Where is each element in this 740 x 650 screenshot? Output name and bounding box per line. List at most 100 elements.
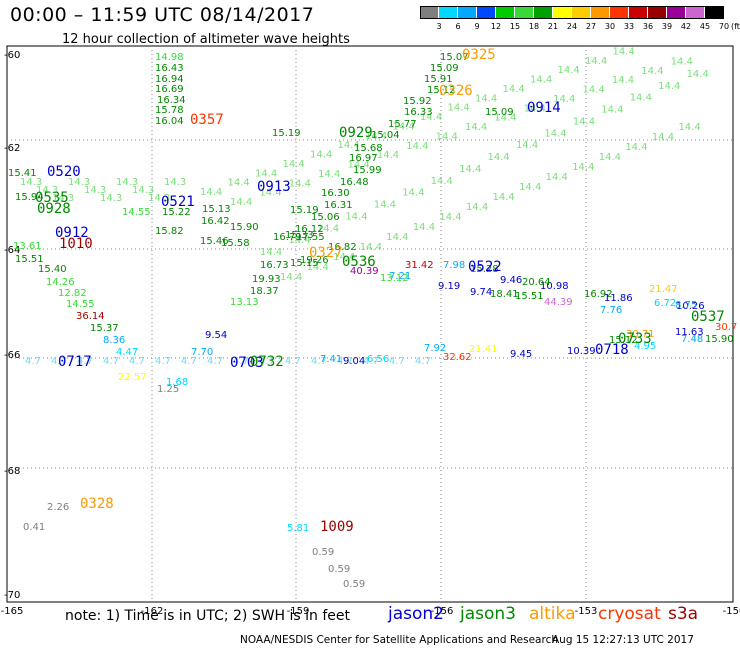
wave-height-value: 9.45 [510, 349, 532, 360]
pass-time-label: 0520 [47, 164, 81, 180]
wave-height-value: 15.78 [155, 105, 184, 116]
track-value-faint: 14.4 [307, 262, 329, 273]
pass-time-label: 0928 [37, 201, 71, 217]
track-value-faint: 14.4 [439, 212, 461, 223]
satellite-legend-cryosat: cryosat [598, 604, 661, 624]
wave-height-value: 11.63 [675, 327, 704, 338]
wave-height-value: 15.19 [290, 205, 319, 216]
wave-height-value: 15.04 [371, 130, 400, 141]
wave-height-value: 16.42 [201, 216, 230, 227]
track-value-faint: 4.7 [415, 356, 431, 367]
wave-height-value: 16.48 [340, 177, 369, 188]
lon-axis-label: -162 [141, 606, 164, 617]
map-frame [6, 45, 734, 603]
color-scale-swatch [572, 6, 590, 19]
pass-time-label: 0718 [595, 342, 629, 358]
wave-height-value: 15.37 [90, 323, 119, 334]
wave-height-value: 15.06 [311, 212, 340, 223]
pass-time-label: 0717 [58, 354, 92, 370]
wave-height-value: 15.90 [230, 222, 259, 233]
track-value-faint: 14.4 [459, 164, 481, 175]
track-value-faint: 14.4 [280, 272, 302, 283]
track-value-faint: 14.4 [573, 116, 595, 127]
wave-height-value: 0.59 [343, 579, 365, 590]
track-value-faint: 14.4 [200, 187, 222, 198]
pass-time-label: 0325 [462, 47, 496, 63]
wave-height-value: 4.47 [116, 347, 138, 358]
lon-axis-label: -156 [431, 606, 454, 617]
wave-height-value: 13.61 [13, 241, 42, 252]
track-value-faint: 14.4 [583, 85, 605, 96]
footer-note: note: 1) Time is in UTC; 2) SWH is in fe… [65, 608, 351, 624]
pass-time-label: 0914 [527, 100, 561, 116]
lon-axis-label: -159 [287, 606, 310, 617]
wave-height-value: 2.26 [47, 502, 69, 513]
wave-height-value: 15.82 [155, 226, 184, 237]
track-value-faint: 14.4 [413, 222, 435, 233]
track-value-faint: 14.4 [524, 103, 546, 114]
track-value-faint: 14.4 [420, 112, 442, 123]
color-scale-label: 36 [642, 22, 654, 31]
track-value-faint: 14.4 [546, 172, 568, 183]
track-value-faint: 4.7 [155, 356, 171, 367]
wave-height-value: 15.58 [221, 238, 250, 249]
wave-height-value: 7.48 [681, 334, 703, 345]
wave-height-value: 10.26 [676, 301, 705, 312]
wave-height-value: 15.40 [38, 264, 67, 275]
track-value-faint: 4.7 [77, 356, 93, 367]
track-value-faint: 14.4 [530, 75, 552, 86]
track-value-faint: 4.7 [337, 356, 353, 367]
pass-time-label: 0521 [161, 194, 195, 210]
color-scale-label: 39 [661, 22, 673, 31]
pass-time-label: 0732 [250, 354, 284, 370]
wave-height-value: 15.12 [427, 85, 456, 96]
wave-height-value: 10.39 [567, 346, 596, 357]
wave-height-value: 15.68 [354, 143, 383, 154]
wave-height-value: 16.34 [157, 95, 186, 106]
color-scale-label: 70 [718, 22, 730, 31]
color-scale-label: 42 [680, 22, 692, 31]
lat-axis-label: -66 [4, 350, 20, 361]
satellite-legend-jason2: jason2 [388, 604, 444, 624]
satellite-legend-jason3: jason3 [460, 604, 516, 624]
lon-axis-label: -150 [723, 606, 740, 617]
color-scale-label: 6 [455, 22, 461, 31]
pass-time-label: 0912 [55, 225, 89, 241]
wave-height-value: 16.92 [584, 289, 613, 300]
lat-axis-label: -70 [4, 590, 20, 601]
track-value-faint: 14.4 [544, 128, 566, 139]
track-value-faint: 14.3 [52, 193, 74, 204]
wave-height-value: 15.07 [440, 52, 469, 63]
lat-axis-label: -64 [4, 245, 20, 256]
color-scale-swatch [648, 6, 666, 19]
color-scale-swatch [629, 6, 647, 19]
track-value-faint: 14.4 [448, 103, 470, 114]
track-value-faint: 4.7 [389, 356, 405, 367]
wave-height-value: 0.41 [23, 522, 45, 533]
wave-height-value: 16.94 [155, 74, 184, 85]
generated-timestamp: Aug 15 12:27:13 UTC 2017 [552, 634, 694, 646]
track-value-faint: 14.3 [148, 193, 170, 204]
track-value-faint: 14.4 [572, 162, 594, 173]
track-value-faint: 14.4 [345, 211, 367, 222]
color-scale-swatch [610, 6, 628, 19]
wave-height-value: 16.12 [295, 224, 324, 235]
track-value-faint: 4.7 [181, 356, 197, 367]
track-value-faint: 14.4 [466, 202, 488, 213]
color-scale-swatch [439, 6, 457, 19]
color-scale-label: 18 [528, 22, 540, 31]
color-scale-label: 24 [566, 22, 578, 31]
wave-height-value: 15.28 [470, 264, 499, 275]
color-scale-label: 33 [623, 22, 635, 31]
track-value-faint: 14.4 [360, 242, 382, 253]
wave-height-value: 18.37 [250, 286, 279, 297]
color-scale-swatch [458, 6, 476, 19]
track-value-faint: 14.4 [259, 188, 281, 199]
color-scale-label: 9 [474, 22, 480, 31]
color-scale-swatch [553, 6, 571, 19]
pass-time-label: 0537 [691, 309, 725, 325]
wave-height-value: 36.14 [76, 311, 105, 322]
wave-height-value: 9.19 [438, 281, 460, 292]
pass-time-label: 1009 [320, 519, 354, 535]
